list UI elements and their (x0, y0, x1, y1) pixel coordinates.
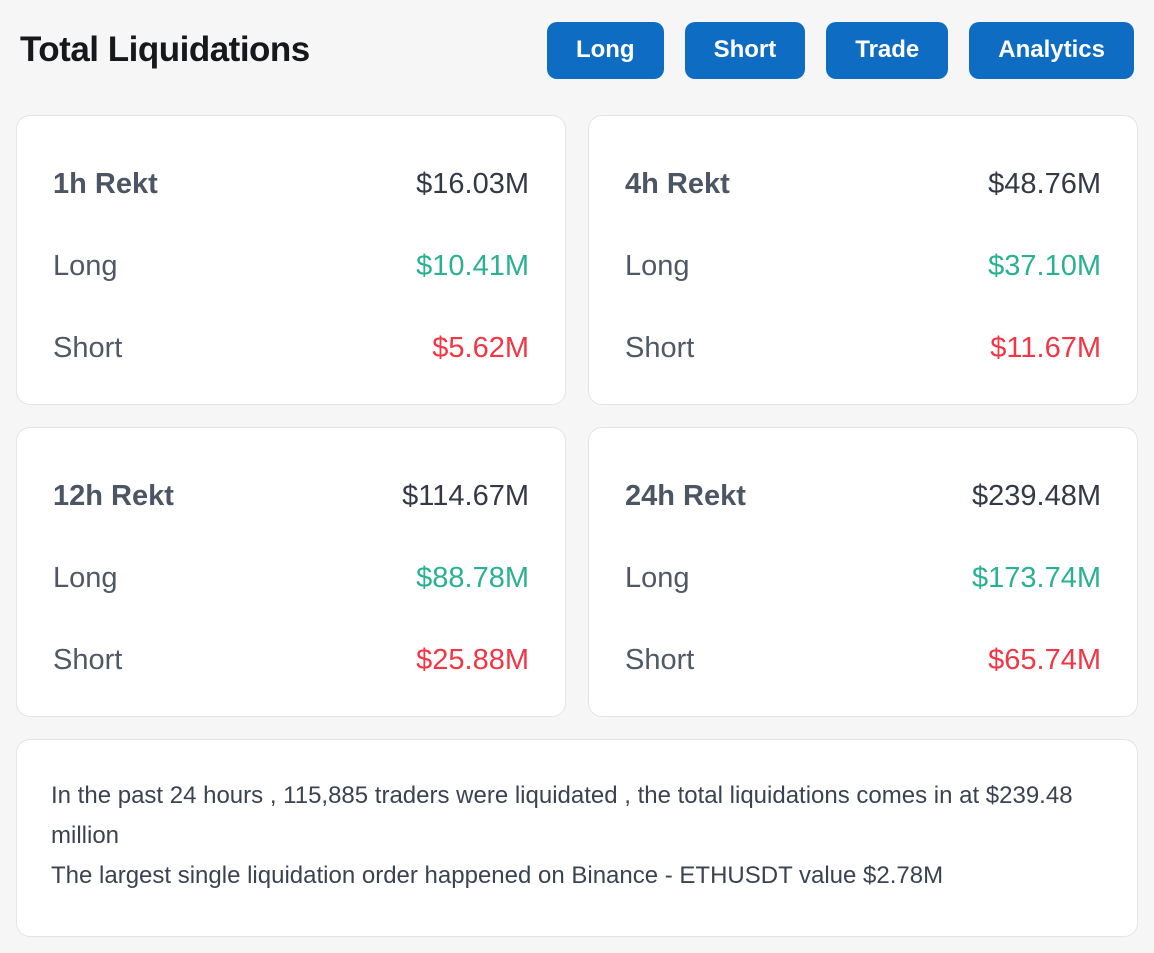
total-value: $16.03M (416, 167, 529, 200)
card-total-row: 1h Rekt $16.03M (53, 166, 529, 202)
summary-line-1: In the past 24 hours , 115,885 traders w… (51, 781, 1073, 849)
short-value: $11.67M (990, 331, 1101, 364)
long-label: Long (625, 249, 690, 282)
summary-card: In the past 24 hours , 115,885 traders w… (16, 738, 1138, 937)
long-value: $10.41M (416, 249, 529, 282)
total-value: $239.48M (972, 479, 1101, 512)
rekt-card-1h: 1h Rekt $16.03M Long $10.41M Short $5.62… (16, 114, 566, 405)
card-short-row: Short $65.74M (625, 642, 1101, 678)
card-long-row: Long $173.74M (625, 560, 1101, 596)
long-label: Long (53, 249, 118, 282)
trade-button[interactable]: Trade (826, 22, 949, 79)
analytics-button[interactable]: Analytics (969, 22, 1134, 79)
short-label: Short (53, 643, 123, 676)
card-short-row: Short $25.88M (53, 642, 529, 678)
card-total-row: 4h Rekt $48.76M (625, 166, 1101, 202)
card-long-row: Long $10.41M (53, 248, 529, 284)
long-value: $37.10M (988, 249, 1101, 282)
rekt-cards-grid: 1h Rekt $16.03M Long $10.41M Short $5.62… (16, 114, 1138, 717)
rekt-card-24h: 24h Rekt $239.48M Long $173.74M Short $6… (588, 426, 1138, 717)
long-label: Long (625, 561, 690, 594)
short-label: Short (53, 331, 123, 364)
card-long-row: Long $37.10M (625, 248, 1101, 284)
period-label: 4h Rekt (625, 167, 730, 200)
page-title: Total Liquidations (20, 30, 310, 70)
period-label: 24h Rekt (625, 479, 746, 512)
short-value: $65.74M (988, 643, 1101, 676)
long-button[interactable]: Long (546, 22, 664, 79)
rekt-card-4h: 4h Rekt $48.76M Long $37.10M Short $11.6… (588, 114, 1138, 405)
summary-line-2: The largest single liquidation order hap… (51, 861, 944, 889)
short-label: Short (625, 331, 695, 364)
card-total-row: 24h Rekt $239.48M (625, 478, 1101, 514)
total-value: $48.76M (988, 167, 1101, 200)
card-long-row: Long $88.78M (53, 560, 529, 596)
long-value: $173.74M (972, 561, 1101, 594)
short-value: $25.88M (416, 643, 529, 676)
period-label: 12h Rekt (53, 479, 174, 512)
short-label: Short (625, 643, 695, 676)
long-label: Long (53, 561, 118, 594)
period-label: 1h Rekt (53, 167, 158, 200)
short-button[interactable]: Short (684, 22, 806, 79)
card-short-row: Short $5.62M (53, 330, 529, 366)
long-value: $88.78M (416, 561, 529, 594)
card-total-row: 12h Rekt $114.67M (53, 478, 529, 514)
header: Total Liquidations Long Short Trade Anal… (16, 22, 1138, 79)
total-value: $114.67M (402, 479, 529, 512)
card-short-row: Short $11.67M (625, 330, 1101, 366)
short-value: $5.62M (432, 331, 529, 364)
header-button-row: Long Short Trade Analytics (546, 22, 1134, 79)
rekt-card-12h: 12h Rekt $114.67M Long $88.78M Short $25… (16, 426, 566, 717)
